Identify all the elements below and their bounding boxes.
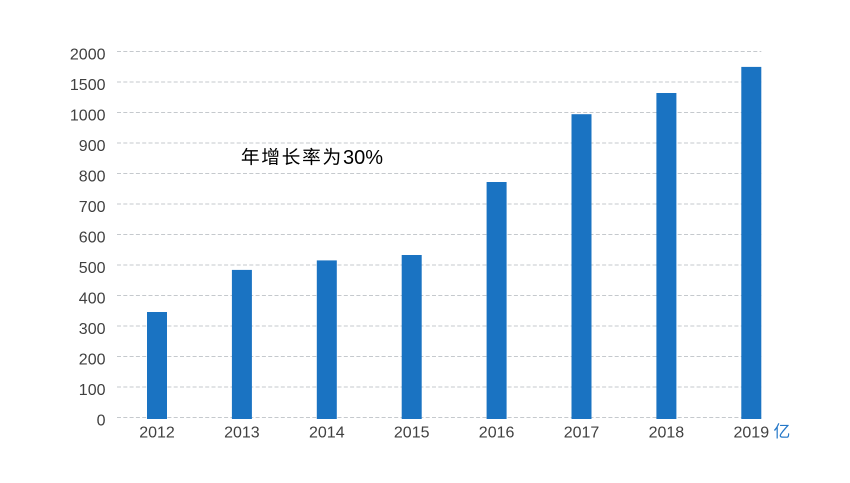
svg-text:500: 500 [79,260,106,277]
svg-text:700: 700 [79,199,106,216]
svg-text:800: 800 [79,169,106,186]
svg-text:300: 300 [79,321,106,338]
svg-text:1500: 1500 [70,77,106,94]
svg-text:200: 200 [79,352,106,369]
svg-text:2016: 2016 [479,425,515,442]
svg-text:2012: 2012 [139,425,175,442]
svg-text:600: 600 [79,230,106,247]
svg-text:2019: 2019 [734,425,770,442]
svg-text:0: 0 [97,413,106,430]
svg-text:100: 100 [79,382,106,399]
svg-text:2000: 2000 [70,47,106,64]
svg-text:900: 900 [79,138,106,155]
svg-text:400: 400 [79,291,106,308]
svg-text:2014: 2014 [309,425,345,442]
svg-text:1000: 1000 [70,108,106,125]
svg-text:30%: 30% [343,147,383,169]
svg-text:2015: 2015 [394,425,430,442]
svg-text:2017: 2017 [564,425,600,442]
svg-text:2018: 2018 [649,425,685,442]
svg-text:2013: 2013 [224,425,260,442]
